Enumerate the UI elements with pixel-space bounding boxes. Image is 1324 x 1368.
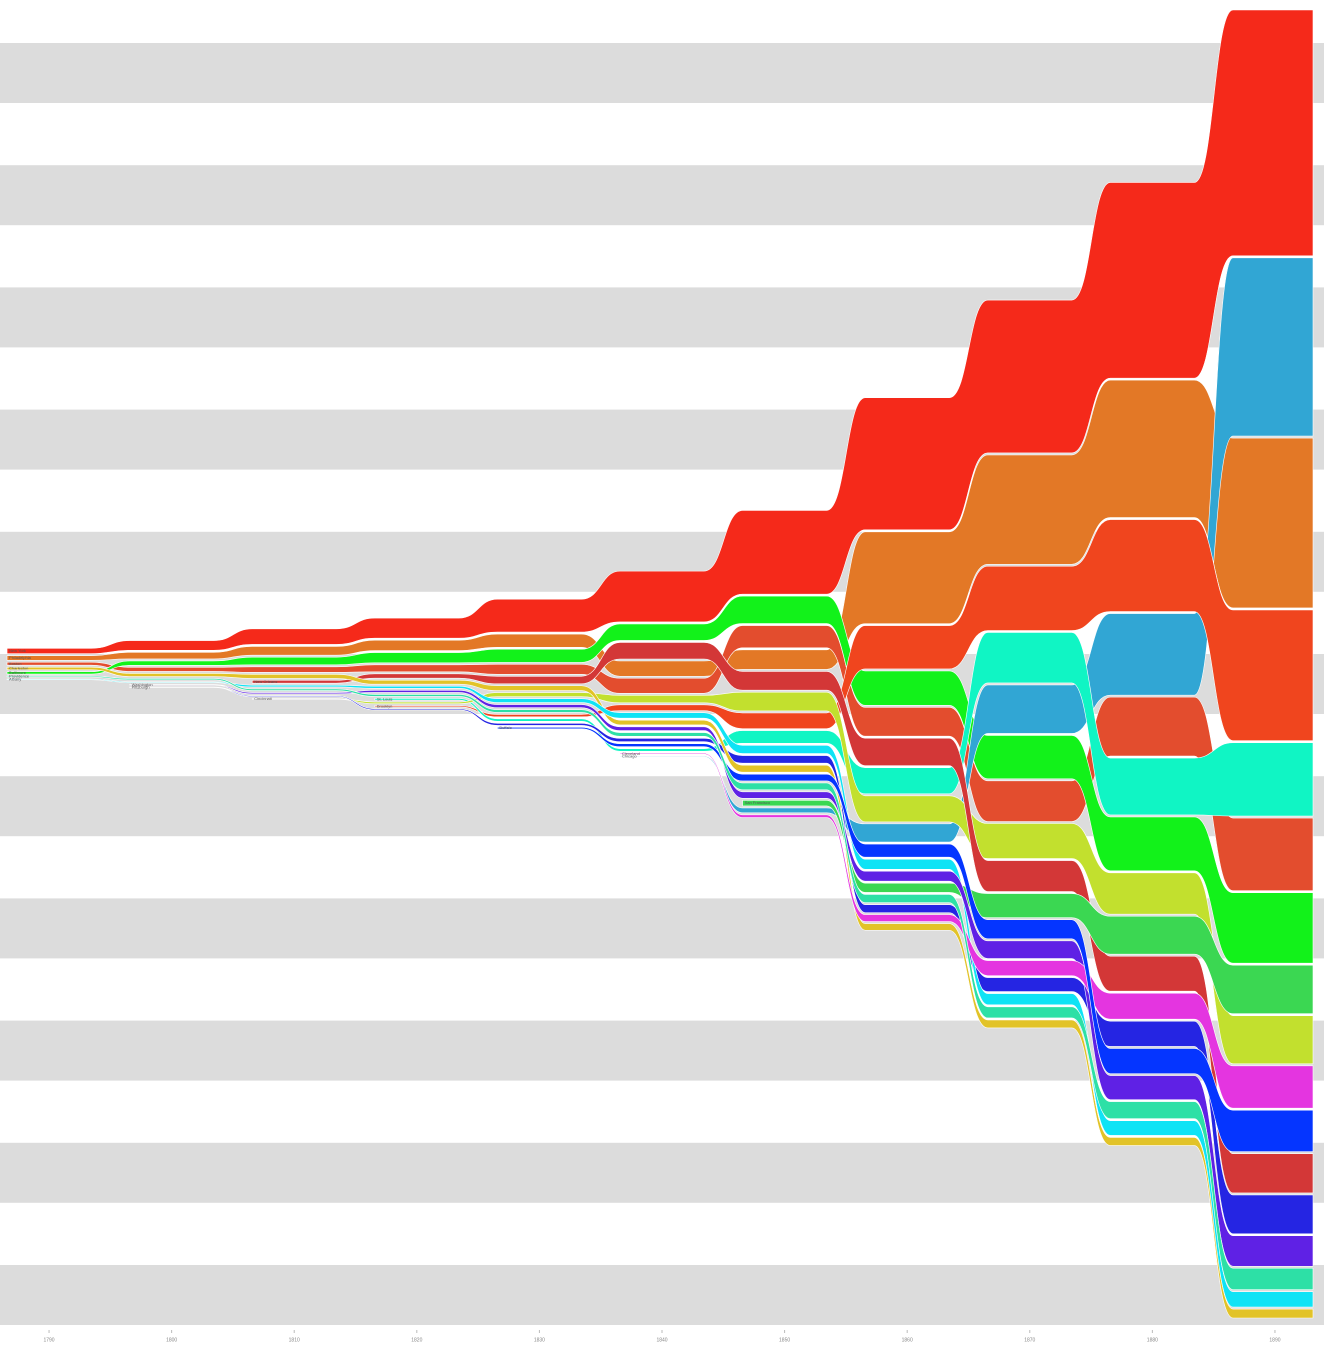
x-tick-label: 1840 bbox=[656, 1337, 667, 1343]
city-label: Buffalo bbox=[499, 725, 512, 730]
city-band bbox=[6, 379, 1314, 677]
background-stripe bbox=[0, 43, 1324, 103]
x-tick-label: 1850 bbox=[779, 1337, 790, 1343]
city-label: St. Louis bbox=[377, 696, 393, 701]
x-tick-label: 1810 bbox=[289, 1337, 300, 1343]
city-band bbox=[129, 684, 1314, 1267]
x-tick-label: 1870 bbox=[1024, 1337, 1035, 1343]
city-label: Pittsburgh bbox=[132, 684, 150, 689]
city-band bbox=[6, 595, 1314, 964]
city-band bbox=[6, 675, 1314, 1290]
city-band bbox=[497, 727, 1314, 1153]
city-label: Baltimore bbox=[9, 670, 27, 675]
background-stripe bbox=[0, 1265, 1324, 1325]
city-label: New Orleans bbox=[254, 679, 277, 684]
x-tick-label: 1830 bbox=[534, 1337, 545, 1343]
city-label: Brooklyn bbox=[377, 703, 393, 708]
background-stripe bbox=[0, 1142, 1324, 1203]
x-tick-label: 1890 bbox=[1269, 1337, 1280, 1343]
x-tick-label: 1820 bbox=[411, 1337, 422, 1343]
city-label: San Francisco bbox=[745, 800, 771, 805]
city-band bbox=[6, 666, 1314, 1319]
city-band bbox=[619, 752, 1314, 1109]
city-band bbox=[129, 686, 1314, 1235]
city-band bbox=[251, 642, 1314, 1194]
city-label: Cleveland bbox=[622, 751, 640, 756]
x-tick-label: 1880 bbox=[1147, 1337, 1158, 1343]
x-tick-label: 1790 bbox=[43, 1337, 54, 1343]
city-band bbox=[374, 632, 1314, 817]
city-label: Boston bbox=[9, 661, 21, 666]
city-band bbox=[6, 9, 1314, 655]
city-band bbox=[742, 799, 1314, 1014]
city-band bbox=[251, 691, 1314, 1065]
city-label: Philadelphia bbox=[9, 655, 32, 660]
city-band bbox=[6, 678, 1314, 1308]
city-label: Providence bbox=[9, 674, 30, 679]
city-label: Albany bbox=[9, 676, 21, 681]
x-tick-label: 1860 bbox=[902, 1337, 913, 1343]
city-band bbox=[619, 257, 1314, 843]
city-label: Cincinnati bbox=[254, 696, 272, 701]
city-label: Charleston bbox=[9, 666, 28, 671]
x-tick-label: 1800 bbox=[166, 1337, 177, 1343]
city-band bbox=[374, 519, 1314, 742]
city-label: Washington bbox=[132, 682, 153, 687]
city-label: New York bbox=[9, 648, 26, 653]
city-band bbox=[6, 625, 1314, 892]
city-label: Chicago bbox=[622, 754, 637, 759]
